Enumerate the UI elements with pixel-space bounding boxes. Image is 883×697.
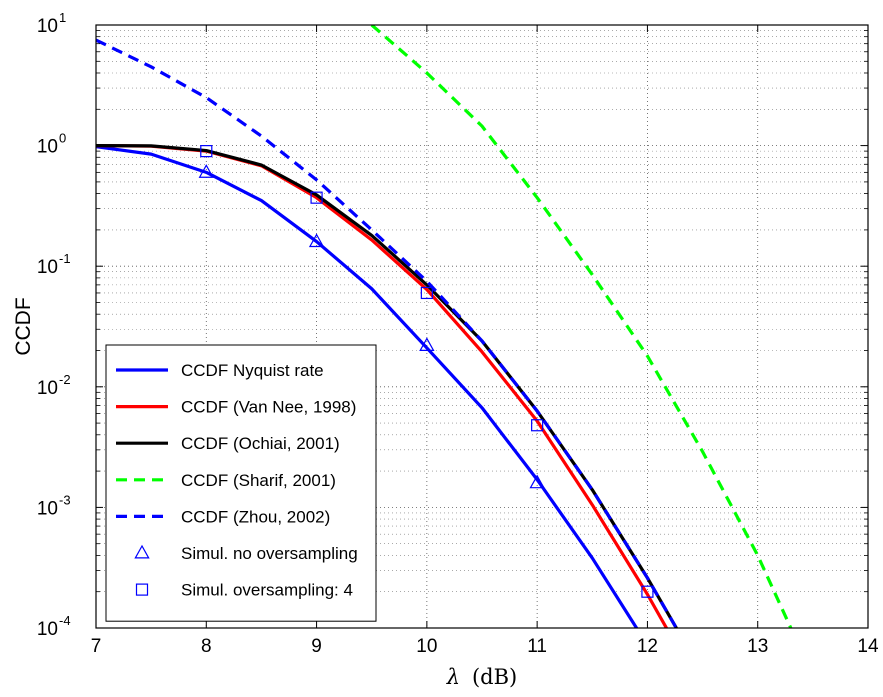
legend: CCDF Nyquist rate CCDF (Van Nee, 1998) CCD… bbox=[105, 344, 377, 622]
plot-frame bbox=[95, 24, 869, 629]
x-tick-label: 7 bbox=[91, 636, 102, 657]
series-6-point bbox=[531, 419, 544, 432]
series-5-point bbox=[419, 337, 435, 352]
y-tick-exponent: -2 bbox=[59, 372, 71, 387]
legend-swatch bbox=[134, 544, 150, 559]
x-axis-title: λ (dB) bbox=[446, 665, 517, 689]
series-4-line bbox=[96, 38, 679, 628]
y-tick-base: 10 bbox=[37, 619, 58, 640]
y-tick-base: 10 bbox=[37, 498, 58, 519]
series-5-point bbox=[308, 233, 325, 248]
series-6-point bbox=[200, 145, 213, 158]
y-tick-exponent: 0 bbox=[59, 131, 66, 146]
y-tick-exponent: 1 bbox=[59, 10, 66, 25]
y-tick-label: 10 bbox=[37, 498, 58, 519]
legend-label: CCDF (Zhou, 2002) bbox=[181, 507, 330, 526]
legend-box bbox=[105, 344, 377, 622]
series-2-line bbox=[96, 144, 679, 628]
legend-label: CCDF (Ochiai, 2001) bbox=[181, 434, 340, 453]
x-axis-symbol: λ bbox=[446, 665, 460, 689]
series-6-point bbox=[641, 585, 654, 598]
y-tick-base: 10 bbox=[37, 137, 58, 158]
y-tick-base: 10 bbox=[37, 16, 58, 37]
series-6-point bbox=[310, 191, 323, 204]
y-tick-base: 10 bbox=[37, 378, 58, 399]
legend-label: CCDF (Sharif, 2001) bbox=[181, 471, 336, 490]
legend-label: Simul. no oversampling bbox=[181, 544, 358, 563]
series-5-point bbox=[529, 474, 545, 489]
series-5-point bbox=[198, 164, 214, 178]
legend-label: CCDF (Van Nee, 1998) bbox=[181, 398, 356, 417]
x-tick-label: 11 bbox=[527, 636, 547, 657]
series-layer bbox=[96, 25, 793, 628]
legend-label: CCDF Nyquist rate bbox=[181, 361, 324, 380]
legend-label: Simul. oversampling: 4 bbox=[181, 581, 353, 600]
x-tick-label: 12 bbox=[637, 636, 658, 657]
x-tick-label: 14 bbox=[857, 636, 879, 657]
y-tick-label: 10 bbox=[37, 16, 58, 37]
x-tick-label: 13 bbox=[747, 636, 768, 657]
x-tick-label: 9 bbox=[311, 636, 322, 657]
y-tick-label: 10 bbox=[37, 137, 58, 158]
y-tick-label: 10 bbox=[37, 378, 58, 399]
y-tick-exponent: -4 bbox=[59, 613, 71, 628]
x-axis-unit: (dB) bbox=[472, 665, 517, 689]
y-tick-label: 10 bbox=[37, 619, 58, 640]
y-tick-exponent: -1 bbox=[59, 251, 71, 266]
x-tick-label: 10 bbox=[416, 636, 437, 657]
y-tick-base: 10 bbox=[37, 257, 58, 278]
x-tick-label: 8 bbox=[201, 636, 212, 657]
y-tick-exponent: -3 bbox=[59, 492, 71, 507]
series-3-line bbox=[370, 25, 793, 628]
series-0-line bbox=[96, 145, 639, 628]
series-6-point bbox=[420, 286, 433, 300]
legend-swatch bbox=[135, 583, 149, 596]
y-axis-title: CCDF bbox=[12, 297, 35, 355]
y-tick-label: 10 bbox=[37, 257, 58, 278]
